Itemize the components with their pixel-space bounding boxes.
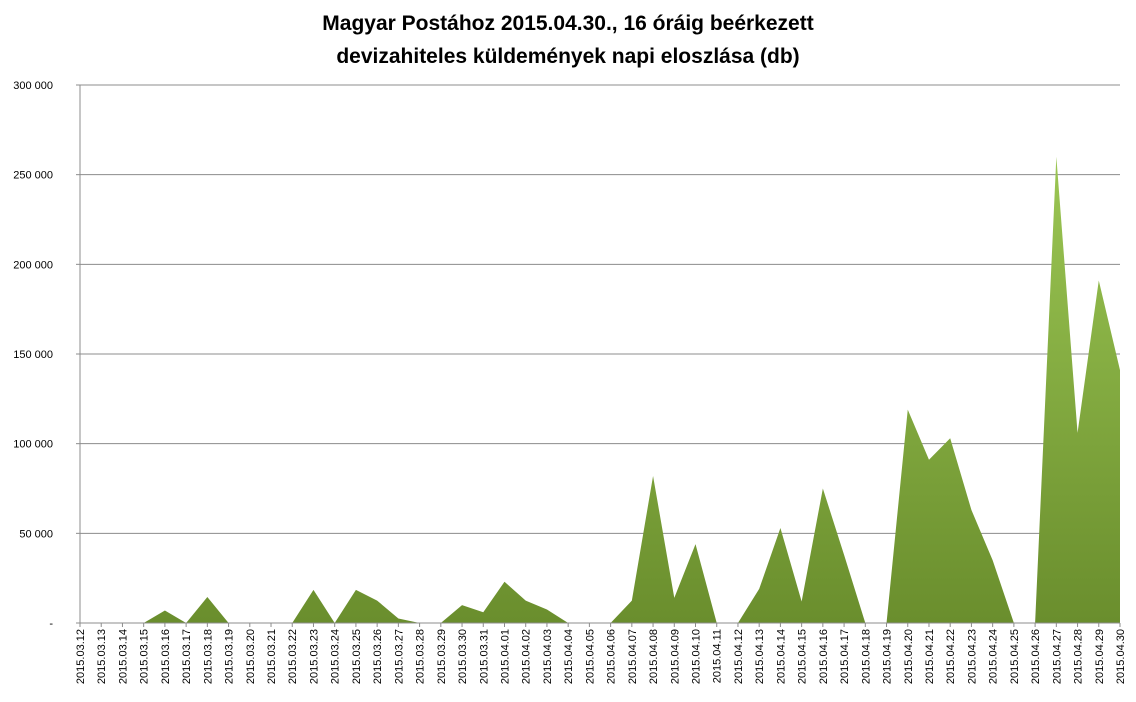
x-tick-label-2: 2015.03.14 — [117, 629, 129, 684]
x-tick-label-5: 2015.03.17 — [181, 629, 193, 684]
x-tick-label-17: 2015.03.29 — [436, 629, 448, 684]
x-tick-label-21: 2015.04.02 — [521, 629, 533, 684]
x-tick-label-46: 2015.04.27 — [1051, 629, 1063, 684]
x-tick-label-34: 2015.04.15 — [797, 629, 809, 684]
x-tick-label-43: 2015.04.24 — [988, 629, 1000, 684]
y-tick-label-1: 50 000 — [19, 528, 53, 540]
x-tick-label-49: 2015.04.30 — [1115, 629, 1127, 684]
x-tick-label-1: 2015.03.13 — [96, 629, 108, 684]
data-series — [80, 156, 1120, 624]
x-tick-label-23: 2015.04.04 — [563, 629, 575, 684]
y-axis-tick-labels: - 50 000 100 000 150 000 200 000 250 000 300 0… — [13, 80, 53, 630]
axes — [79, 85, 1121, 627]
chart-title-line-2: devizahiteles küldemények napi eloszlása… — [336, 45, 799, 68]
x-tick-label-29: 2015.04.10 — [691, 629, 703, 684]
x-tick-label-42: 2015.04.23 — [966, 629, 978, 684]
x-tick-label-24: 2015.04.05 — [584, 629, 596, 684]
x-tick-label-35: 2015.04.16 — [818, 629, 830, 684]
x-tick-label-16: 2015.03.28 — [415, 629, 427, 684]
x-tick-label-25: 2015.04.06 — [606, 629, 618, 684]
x-tick-label-31: 2015.04.12 — [733, 629, 745, 684]
y-tick-label-3: 150 000 — [13, 349, 53, 361]
x-tick-label-22: 2015.04.03 — [542, 629, 554, 684]
x-tick-label-18: 2015.03.30 — [457, 629, 469, 684]
x-tick-label-38: 2015.04.19 — [882, 629, 894, 684]
chart-title-line-1: Magyar Postához 2015.04.30., 16 óráig be… — [322, 12, 813, 35]
x-tick-label-4: 2015.03.16 — [160, 629, 172, 684]
y-tick-label-0: - — [49, 618, 53, 630]
x-tick-label-7: 2015.03.19 — [224, 629, 236, 684]
x-tick-label-0: 2015.03.12 — [75, 629, 87, 684]
x-tick-label-13: 2015.03.25 — [351, 629, 363, 684]
x-tick-label-48: 2015.04.29 — [1094, 629, 1106, 684]
y-tick-label-4: 200 000 — [13, 259, 53, 271]
series-area — [80, 156, 1120, 624]
x-tick-label-11: 2015.03.23 — [308, 629, 320, 684]
x-tick-label-20: 2015.04.01 — [499, 629, 511, 684]
x-tick-label-47: 2015.04.28 — [1073, 629, 1085, 684]
x-tick-label-12: 2015.03.24 — [330, 629, 342, 684]
x-tick-label-6: 2015.03.18 — [202, 629, 214, 684]
x-tick-label-39: 2015.04.20 — [903, 629, 915, 684]
x-tick-label-3: 2015.03.15 — [139, 629, 151, 684]
x-tick-label-33: 2015.04.14 — [775, 629, 787, 684]
x-tick-label-19: 2015.03.31 — [478, 629, 490, 684]
x-tick-label-44: 2015.04.25 — [1009, 629, 1021, 684]
x-tick-label-30: 2015.04.11 — [712, 629, 724, 683]
x-tick-label-28: 2015.04.09 — [669, 629, 681, 684]
x-tick-label-27: 2015.04.08 — [648, 629, 660, 684]
x-tick-label-15: 2015.03.27 — [393, 629, 405, 684]
y-tick-label-6: 300 000 — [13, 80, 53, 92]
x-tick-label-41: 2015.04.22 — [945, 629, 957, 684]
x-tick-label-37: 2015.04.18 — [860, 629, 872, 684]
x-tick-label-32: 2015.04.13 — [754, 629, 766, 684]
x-tick-label-10: 2015.03.22 — [287, 629, 299, 684]
x-tick-label-40: 2015.04.21 — [924, 629, 936, 684]
x-axis-tick-labels: 2015.03.12 2015.03.13 2015.03.14 2015.03.15… — [75, 629, 1127, 684]
x-tick-label-9: 2015.03.21 — [266, 629, 278, 684]
x-tick-label-45: 2015.04.26 — [1030, 629, 1042, 684]
x-tick-label-14: 2015.03.26 — [372, 629, 384, 684]
x-tick-label-26: 2015.04.07 — [627, 629, 639, 684]
y-tick-label-5: 250 000 — [13, 170, 53, 182]
x-tick-label-8: 2015.03.20 — [245, 629, 257, 684]
x-tick-label-36: 2015.04.17 — [839, 629, 851, 684]
y-tick-label-2: 100 000 — [13, 439, 53, 451]
